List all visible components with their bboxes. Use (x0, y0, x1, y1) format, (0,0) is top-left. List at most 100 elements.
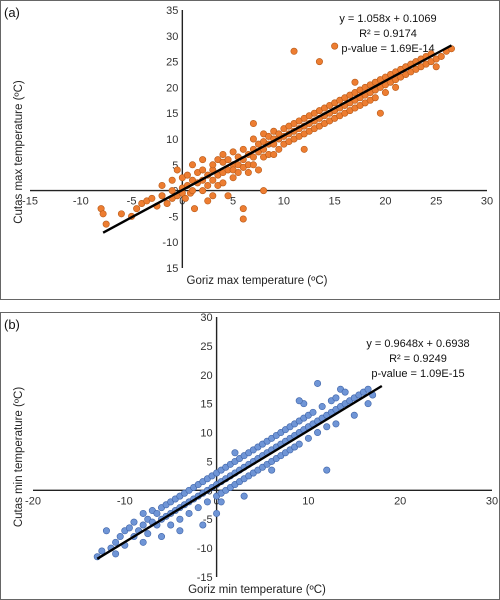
data-point (139, 538, 147, 546)
data-point (304, 434, 312, 442)
data-point (217, 498, 225, 506)
data-point (144, 530, 152, 538)
y-tick-label: -15 (197, 572, 213, 584)
data-point (275, 145, 283, 153)
y-tick-label: 15 (166, 108, 178, 120)
data-point (315, 58, 323, 66)
data-point (314, 429, 322, 437)
data-point (341, 388, 349, 396)
y-tick-label: -10 (197, 543, 213, 555)
equation-text: y = 1.058x + 0.1069 (339, 13, 436, 25)
x-tick-label: 30 (481, 196, 493, 208)
data-point (314, 379, 322, 387)
x-tick-label: 5 (230, 196, 236, 208)
x-tick-label: 10 (302, 495, 314, 507)
r-squared-text: R² = 0.9174 (359, 28, 417, 40)
axes (33, 317, 492, 577)
data-point (117, 210, 125, 218)
data-point (364, 400, 372, 408)
data-point (234, 169, 242, 177)
panel-label: (b) (4, 317, 20, 332)
data-point (351, 78, 359, 86)
data-point (168, 187, 176, 195)
data-point (199, 521, 207, 529)
data-point (112, 550, 120, 558)
data-point (249, 135, 257, 143)
data-point (318, 403, 326, 411)
data-point (371, 94, 379, 102)
data-point (350, 411, 358, 419)
data-point (231, 449, 239, 457)
data-point (432, 63, 440, 71)
trendline (96, 384, 383, 560)
data-point (224, 156, 232, 164)
y-tick-label: -5 (169, 211, 179, 223)
data-point (99, 210, 107, 218)
data-point (213, 509, 221, 517)
data-point (158, 533, 166, 541)
data-point (98, 547, 106, 555)
y-tick-labels: 15-10-505101520253035 (162, 5, 178, 275)
y-tick-label: 15 (166, 263, 178, 275)
data-point (163, 200, 171, 208)
x-tick-label: -5 (127, 196, 137, 208)
equation-text: y = 0.9648x + 0.6938 (366, 338, 469, 350)
data-point (309, 408, 317, 416)
data-point (300, 145, 308, 153)
data-point (116, 533, 124, 541)
y-tick-label: -10 (162, 237, 178, 249)
data-point (437, 52, 445, 60)
data-point (203, 498, 211, 506)
x-tick-label: -10 (117, 495, 133, 507)
data-point (295, 440, 303, 448)
x-axis-label: Goriz min temperature (ºC) (188, 584, 326, 596)
y-tick-label: 15 (200, 399, 212, 411)
data-points (93, 379, 377, 561)
data-point (185, 509, 193, 517)
y-tick-label: 5 (206, 456, 212, 468)
data-point (204, 181, 212, 189)
y-tick-label: 20 (200, 370, 212, 382)
data-point (219, 150, 227, 158)
data-point (270, 150, 278, 158)
data-point (112, 538, 120, 546)
x-tick-label: 20 (394, 495, 406, 507)
data-point (209, 192, 217, 200)
x-tick-label: -20 (25, 495, 41, 507)
x-tick-label: 30 (486, 495, 498, 507)
data-point (139, 509, 147, 517)
x-axis-label: Goriz max temperature (ºC) (187, 275, 328, 287)
data-point (249, 120, 257, 128)
data-point (229, 174, 237, 182)
data-point (148, 194, 156, 202)
x-tick-label: -10 (73, 196, 89, 208)
data-point (260, 187, 268, 195)
data-point (290, 47, 298, 55)
data-point (229, 148, 237, 156)
data-point (188, 161, 196, 169)
data-point (125, 524, 133, 532)
data-point (323, 466, 331, 474)
y-axis-label: Cutas min temperature (ºC) (13, 387, 25, 527)
data-point (102, 220, 110, 228)
data-point (249, 153, 257, 161)
y-tick-label: 10 (166, 134, 178, 146)
data-point (199, 156, 207, 164)
data-point (209, 161, 217, 169)
data-point (392, 83, 400, 91)
data-point (240, 492, 248, 500)
y-tick-label: 25 (166, 57, 178, 69)
data-point (168, 176, 176, 184)
data-point (173, 166, 181, 174)
x-tick-labels: -15-10-5051015202530 (22, 196, 493, 208)
x-tick-label: 20 (379, 196, 391, 208)
x-tick-label: 10 (278, 196, 290, 208)
data-point (332, 394, 340, 402)
data-point (255, 166, 263, 174)
trendline-group (102, 44, 453, 234)
y-tick-label: 30 (200, 312, 212, 324)
chart-panel-a: (a) y = 1.058x + 0.1069 R² = 0.9174 p-va… (0, 0, 500, 300)
data-point (268, 466, 276, 474)
data-point (295, 397, 303, 405)
x-tick-labels: -20-100102030 (25, 495, 498, 507)
